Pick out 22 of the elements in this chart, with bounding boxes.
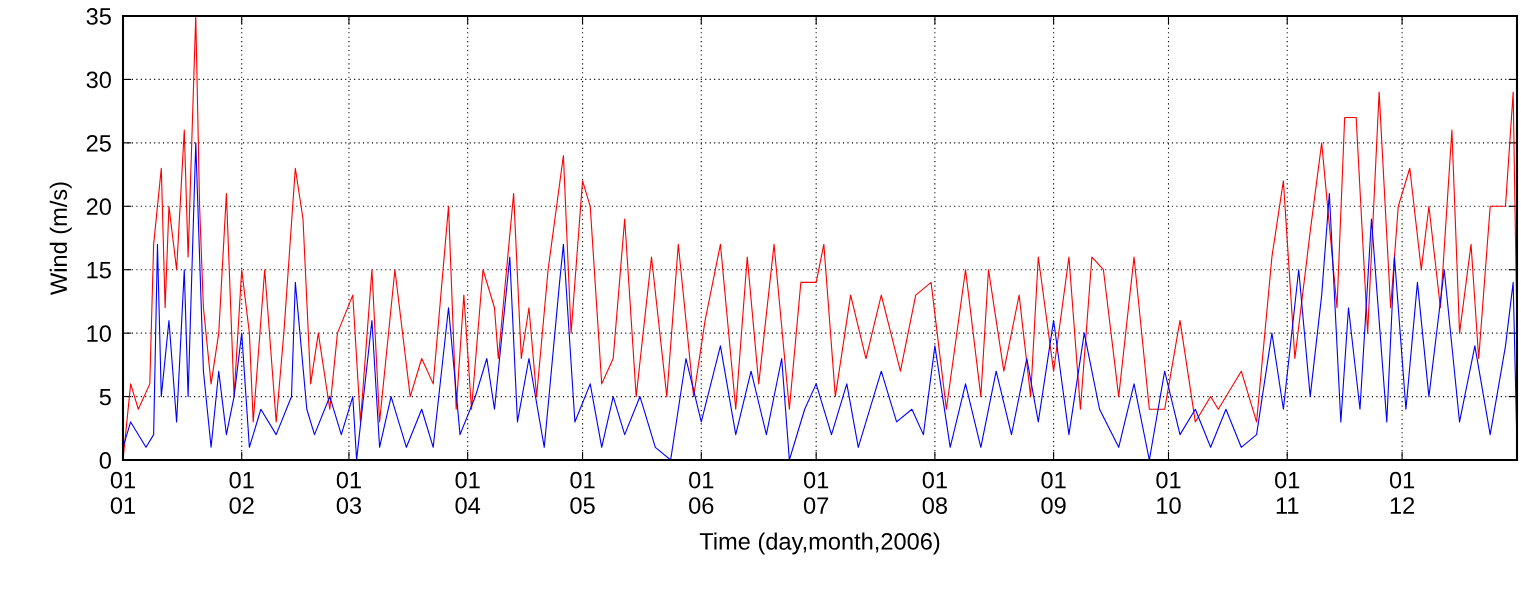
x-axis-title: Time (day,month,2006): [699, 532, 940, 555]
y-tick-label: 25: [86, 134, 111, 152]
y-axis-title: Wind (m/s): [49, 182, 72, 295]
x-tick-label: 01 05: [570, 471, 595, 514]
x-tick-label: 01 07: [803, 471, 829, 514]
x-tick-label: 01 10: [1156, 471, 1181, 514]
x-tick-label: 01 12: [1389, 471, 1415, 514]
x-tick-label: 01 11: [1275, 471, 1300, 514]
y-tick-label: 0: [99, 452, 111, 469]
x-tick-label: 01 06: [689, 471, 714, 514]
x-tick-label: 01 09: [1041, 471, 1066, 514]
x-tick-label: 01 02: [229, 471, 254, 514]
x-tick-label: 01 08: [922, 471, 947, 514]
y-tick-label: 10: [87, 325, 111, 342]
x-tick-label: 01 01: [110, 471, 135, 514]
y-tick-label: 5: [99, 388, 111, 406]
y-tick-label: 20: [86, 198, 111, 216]
y-tick-label: 35: [86, 8, 111, 25]
y-tick-label: 15: [87, 262, 111, 279]
y-tick-label: 30: [86, 71, 111, 89]
x-tick-label: 01 03: [336, 471, 362, 514]
x-tick-label: 01 04: [455, 471, 481, 514]
